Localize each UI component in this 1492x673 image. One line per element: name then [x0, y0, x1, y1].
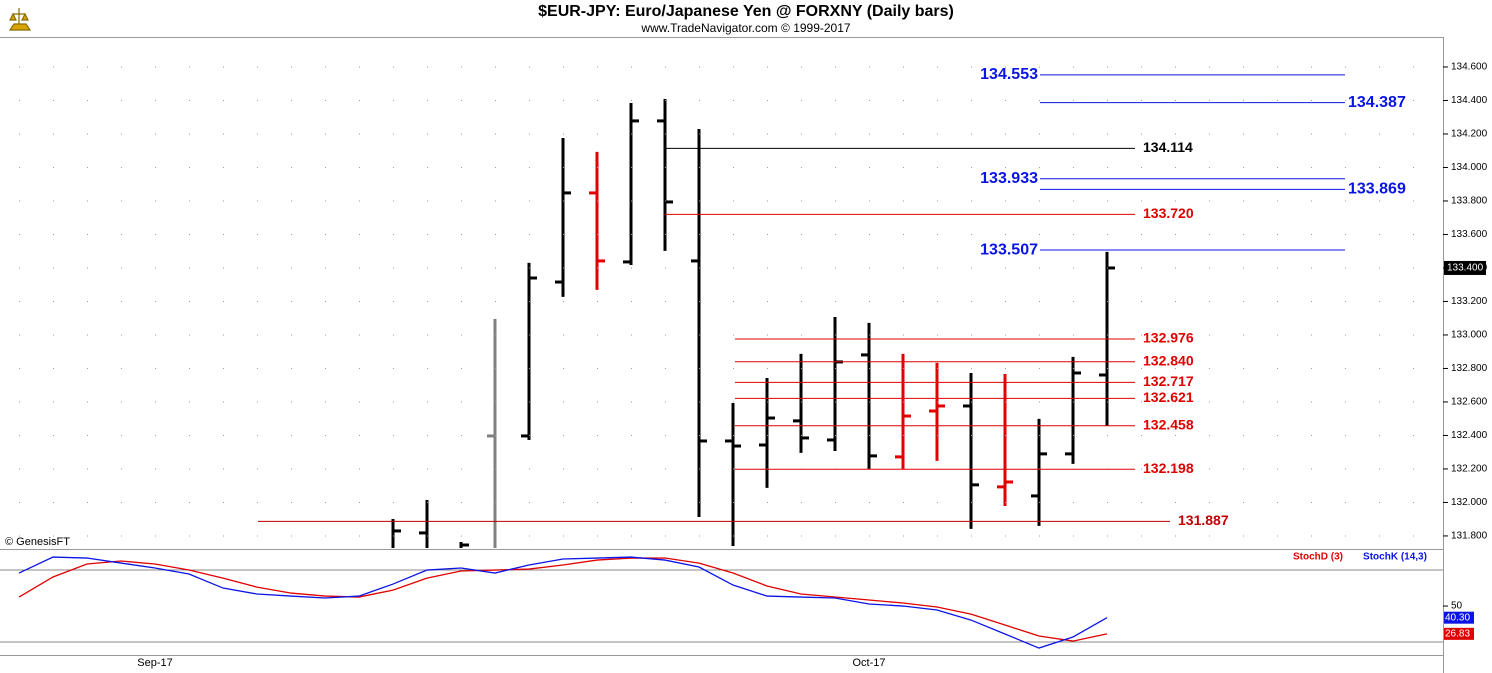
logo	[4, 4, 34, 34]
level-label: 132.198	[1143, 460, 1194, 476]
level-label: 133.933	[980, 170, 1038, 187]
y-tick-label: 132.800	[1451, 363, 1488, 374]
y-tick-label: 132.000	[1451, 497, 1488, 508]
y-tick-label: 132.600	[1451, 397, 1488, 408]
y-tick-label: 133.600	[1451, 229, 1488, 240]
y-tick-label: 134.200	[1451, 129, 1488, 140]
y-tick-label: 134.400	[1451, 95, 1488, 106]
y-tick-label: 133.800	[1451, 196, 1488, 207]
y-tick-label: 131.800	[1451, 531, 1488, 542]
chart-title: $EUR-JPY: Euro/Japanese Yen @ FORXNY (Da…	[538, 3, 954, 20]
y-tick-label: 133.000	[1451, 330, 1488, 341]
legend-entry: StochK (14,3)	[1363, 552, 1427, 563]
level-label: 132.840	[1143, 352, 1194, 368]
value-box	[1444, 611, 1474, 624]
level-label: 133.720	[1143, 205, 1194, 221]
x-tick-label: Oct-17	[852, 657, 885, 669]
level-label: 132.717	[1143, 373, 1194, 389]
level-label: 132.976	[1143, 330, 1194, 346]
value-box	[1444, 627, 1474, 640]
level-label: 134.114	[1143, 139, 1193, 155]
level-label: 134.553	[980, 66, 1038, 83]
legend-entry: StochD (3)	[1293, 552, 1343, 563]
level-label: 133.869	[1348, 181, 1406, 198]
y-tick-label: 133.200	[1451, 296, 1488, 307]
chart-subtitle: www.TradeNavigator.com © 1999-2017	[640, 21, 850, 35]
last-price-box	[1444, 260, 1486, 275]
level-label: 132.458	[1143, 416, 1194, 432]
stoch-line	[18, 557, 1108, 642]
level-label: 132.621	[1143, 389, 1194, 405]
level-label: 131.887	[1178, 512, 1229, 528]
y-tick-label: 132.400	[1451, 430, 1488, 441]
stoch-line	[18, 556, 1108, 649]
y-tick-label: 132.200	[1451, 464, 1488, 475]
x-tick-label: Sep-17	[137, 657, 172, 669]
y-tick-label: 134.000	[1451, 162, 1488, 173]
value-label: 40.30	[1445, 612, 1470, 623]
level-label: 134.387	[1348, 94, 1406, 111]
y-tick-label: 50	[1451, 601, 1463, 612]
last-price-label: 133.400	[1447, 263, 1484, 274]
level-label: 133.507	[980, 241, 1038, 258]
credit: © GenesisFT	[5, 536, 70, 548]
value-label: 26.83	[1445, 628, 1470, 639]
y-tick-label: 134.600	[1451, 62, 1488, 73]
